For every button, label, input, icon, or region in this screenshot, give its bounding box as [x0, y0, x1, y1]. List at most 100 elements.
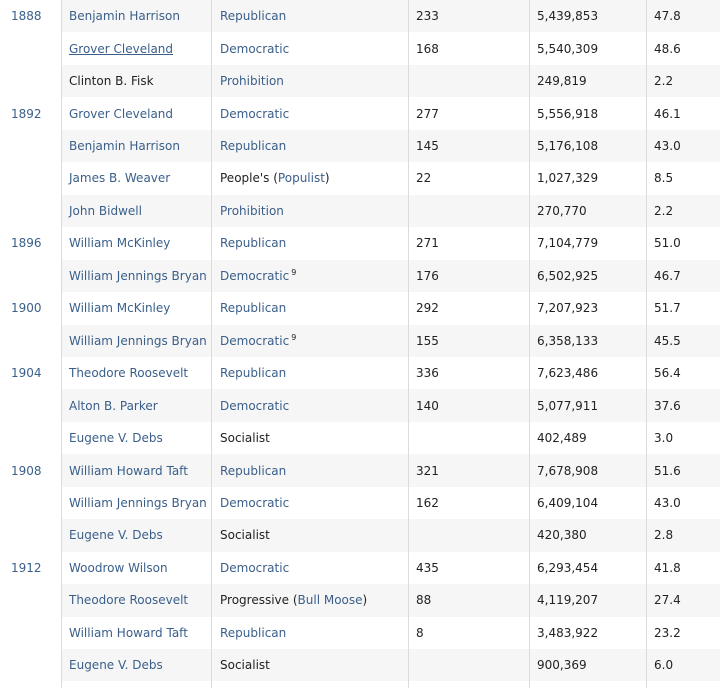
candidate-name[interactable]: Theodore Roosevelt — [69, 593, 189, 608]
row-background — [61, 64, 720, 98]
candidate-name[interactable]: Eugene V. Debs — [69, 528, 163, 543]
electoral-votes: 435 — [416, 560, 439, 575]
party-cell: Prohibition — [220, 65, 284, 97]
party-cell: Republican — [220, 454, 286, 486]
party-name[interactable]: Democratic — [220, 495, 290, 510]
party-name[interactable]: Democratic — [220, 106, 290, 121]
candidate-name[interactable]: Grover Cleveland — [69, 106, 174, 121]
candidate-name[interactable]: Woodrow Wilson — [69, 560, 168, 575]
vote-percent: 23.2 — [654, 625, 681, 640]
party-cell: Democratic — [220, 389, 289, 421]
candidate-name[interactable]: Eugene V. Debs — [69, 658, 163, 673]
candidate-name: Clinton B. Fisk — [69, 74, 154, 89]
electoral-votes: 22 — [416, 171, 432, 186]
party-cell: Socialist — [220, 519, 270, 551]
electoral-votes: 292 — [416, 301, 439, 316]
table-row: William Jennings Bryan Democratic 162 6,409… — [0, 487, 720, 519]
party-cell: Republican — [220, 617, 286, 649]
party-name[interactable]: Democratic — [220, 398, 290, 413]
party-name[interactable]: Democratic — [220, 560, 290, 575]
year-link[interactable]: 1900 — [11, 301, 42, 316]
party-name[interactable]: Populist — [277, 171, 325, 186]
party-cell: Republican — [220, 0, 286, 32]
candidate-name[interactable]: William Jennings Bryan — [69, 495, 207, 510]
candidate-name[interactable]: William Jennings Bryan — [69, 268, 207, 283]
vote-percent: 3.0 — [654, 431, 674, 446]
party-name[interactable]: Democratic — [220, 41, 290, 56]
popular-votes: 7,104,779 — [537, 236, 599, 251]
party-prefix: People's ( — [220, 171, 278, 186]
year-link[interactable]: 1912 — [11, 560, 42, 575]
party-cell: Republican — [220, 292, 286, 324]
party-name[interactable]: Democratic — [220, 268, 290, 283]
table-row: 1896 William McKinley Republican 271 7,104,7… — [0, 227, 720, 259]
candidate-name[interactable]: William Jennings Bryan — [69, 333, 207, 348]
popular-votes: 6,358,133 — [537, 333, 599, 348]
electoral-votes: 88 — [416, 593, 432, 608]
row-background — [61, 519, 720, 552]
candidate-name[interactable]: Benjamin Harrison — [69, 9, 180, 24]
column-divider — [646, 0, 647, 688]
party-name[interactable]: Prohibition — [220, 203, 284, 218]
party-name[interactable]: Republican — [220, 236, 287, 251]
candidate-name[interactable]: Theodore Roosevelt — [69, 366, 189, 381]
party-name: Socialist — [220, 528, 270, 543]
electoral-votes: 140 — [416, 398, 439, 413]
table-row: 1904 Theodore Roosevelt Republican 336 7,623… — [0, 357, 720, 389]
candidate-name[interactable]: Grover Cleveland — [69, 41, 174, 56]
table-row: Eugene V. Debs Socialist 402,489 3.0 — [0, 422, 720, 454]
popular-votes: 420,380 — [537, 528, 587, 543]
candidate-name[interactable]: Eugene V. Debs — [69, 431, 163, 446]
party-name[interactable]: Bull Moose — [297, 593, 363, 608]
candidate-name[interactable]: Benjamin Harrison — [69, 139, 180, 154]
vote-percent: 2.2 — [654, 203, 674, 218]
vote-percent: 2.2 — [654, 74, 674, 89]
table-row: Clinton B. Fisk Prohibition 249,819 2.2 — [0, 64, 720, 98]
popular-votes: 6,293,454 — [537, 560, 599, 575]
year-link[interactable]: 1896 — [11, 236, 42, 251]
party-name[interactable]: Republican — [220, 139, 287, 154]
party-name[interactable]: Republican — [220, 366, 287, 381]
party-cell: Democratic — [220, 32, 289, 64]
candidate-name[interactable]: John Bidwell — [69, 203, 142, 218]
candidate-name[interactable]: William McKinley — [69, 301, 171, 316]
electoral-votes: 233 — [416, 9, 439, 24]
candidate-name[interactable]: William McKinley — [69, 236, 171, 251]
year-link[interactable]: 1904 — [11, 366, 42, 381]
vote-percent: 6.0 — [654, 658, 674, 673]
candidate-name[interactable]: James B. Weaver — [69, 171, 171, 186]
party-cell: Progressive (Bull Moose) — [220, 584, 367, 616]
vote-percent: 37.6 — [654, 398, 681, 413]
candidate-name[interactable]: William Howard Taft — [69, 463, 188, 478]
year-link[interactable]: 1892 — [11, 106, 42, 121]
table-row: William Jennings Bryan Democratic 9 176 6,50… — [0, 259, 720, 293]
row-background — [61, 389, 720, 422]
party-name[interactable]: Republican — [220, 625, 287, 640]
party-name[interactable]: Republican — [220, 301, 287, 316]
year-link[interactable]: 1908 — [11, 463, 42, 478]
candidate-name[interactable]: William Howard Taft — [69, 625, 188, 640]
year-link[interactable]: 1888 — [11, 9, 42, 24]
party-cell: People's (Populist) — [220, 162, 330, 194]
popular-votes: 4,119,207 — [537, 593, 599, 608]
footnote-ref[interactable]: 9 — [291, 267, 297, 277]
popular-votes: 6,502,925 — [537, 268, 599, 283]
candidate-name[interactable]: Alton B. Parker — [69, 398, 158, 413]
party-name[interactable]: Democratic — [220, 333, 290, 348]
party-name[interactable]: Prohibition — [220, 74, 284, 89]
table-row: Eugene V. Debs Socialist 420,380 2.8 — [0, 519, 720, 552]
table-row: William Jennings Bryan Democratic 9 155 6,35… — [0, 324, 720, 357]
vote-percent: 56.4 — [654, 366, 681, 381]
electoral-votes: 176 — [416, 268, 439, 283]
vote-percent: 51.7 — [654, 301, 681, 316]
popular-votes: 900,369 — [537, 658, 587, 673]
electoral-votes: 277 — [416, 106, 439, 121]
popular-votes: 402,489 — [537, 431, 587, 446]
party-cell: Democratic — [220, 97, 289, 129]
table-row: 1908 William Howard Taft Republican 321 7,67… — [0, 454, 720, 487]
row-background — [61, 584, 720, 617]
footnote-ref[interactable]: 9 — [291, 332, 297, 342]
party-name: Socialist — [220, 658, 270, 673]
party-name[interactable]: Republican — [220, 463, 287, 478]
party-name[interactable]: Republican — [220, 9, 287, 24]
